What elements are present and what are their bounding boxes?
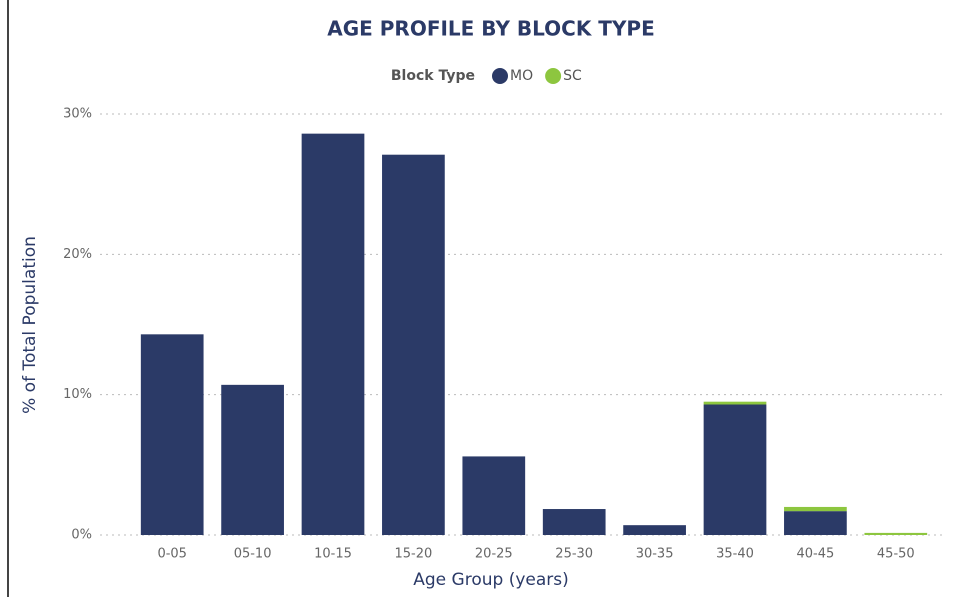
- y-tick-label: 10%: [63, 387, 92, 402]
- legend-label: MO: [510, 68, 533, 84]
- x-tick-label: 20-25: [475, 547, 513, 562]
- bar-segment: [784, 506, 847, 512]
- bar-segment: [221, 384, 284, 535]
- bar-segment: [382, 154, 445, 536]
- x-tick-label: 30-35: [636, 547, 674, 562]
- y-tick-label: 30%: [63, 107, 92, 122]
- bar-segment: [462, 456, 526, 535]
- bar-segment: [703, 401, 767, 405]
- y-axis-label: % of Total Population: [20, 236, 40, 414]
- bar-segment: [140, 334, 204, 535]
- x-tick-label: 25-30: [555, 547, 593, 562]
- chart-title: AGE PROFILE BY BLOCK TYPE: [327, 17, 655, 41]
- legend-label: SC: [563, 68, 582, 84]
- x-tick-label: 35-40: [716, 547, 754, 562]
- y-tick-label: 20%: [63, 247, 92, 262]
- x-tick-label: 15-20: [395, 547, 433, 562]
- legend-swatch: [545, 68, 562, 84]
- x-tick-label: 45-50: [877, 547, 915, 562]
- x-axis-label: Age Group (years): [413, 570, 569, 590]
- x-tick-label: 40-45: [797, 547, 835, 562]
- legend-title: Block Type: [391, 68, 475, 84]
- y-tick-label: 0%: [71, 528, 92, 543]
- bar-segment: [703, 404, 767, 535]
- bar-segment: [301, 133, 365, 535]
- bar-segment: [623, 525, 686, 535]
- x-tick-label: 10-15: [314, 547, 352, 562]
- bar-segment: [864, 532, 928, 535]
- bar-segment: [542, 509, 606, 535]
- bar-segment: [784, 511, 847, 535]
- legend-swatch: [492, 68, 508, 84]
- x-tick-label: 05-10: [234, 547, 272, 562]
- x-tick-label: 0-05: [157, 547, 187, 562]
